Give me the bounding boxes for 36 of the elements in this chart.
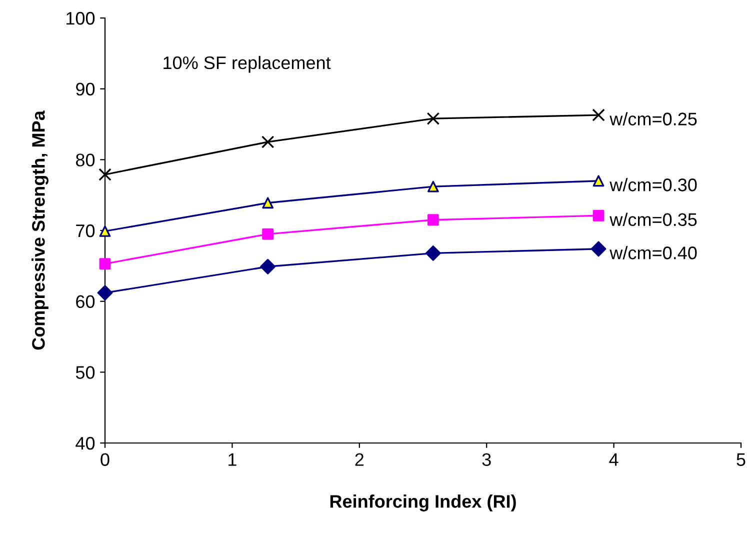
- y-tick-label: 70: [76, 224, 95, 238]
- annotation: 10% SF replacement: [164, 56, 331, 73]
- point: [261, 136, 274, 148]
- point: [260, 258, 276, 274]
- y-tick-label: 100: [66, 12, 95, 25]
- series-label: w/cm=0.40: [610, 246, 697, 260]
- point: [262, 197, 274, 209]
- point: [426, 112, 440, 125]
- point: [262, 228, 274, 240]
- point: [99, 258, 111, 270]
- y-tick-label: 60: [76, 295, 95, 308]
- point: [427, 214, 439, 226]
- x-tick-label: 0: [100, 453, 110, 466]
- y-tick-label: 90: [76, 82, 95, 96]
- y-tick-label: 40: [76, 436, 95, 450]
- x-tick-label: 5: [736, 453, 746, 466]
- y-axis-title: Compressive Strength, MPa: [32, 110, 48, 350]
- point: [97, 285, 113, 301]
- series-label: w/cm=0.35: [610, 212, 697, 226]
- point: [427, 180, 439, 192]
- point: [592, 175, 604, 187]
- x-tick-label: 2: [355, 453, 364, 466]
- point: [592, 210, 604, 222]
- x-axis-title: Reinforcing Index (RI): [330, 494, 516, 512]
- point: [592, 108, 605, 122]
- y-tick-label: 50: [76, 366, 95, 379]
- x-tick-label: 4: [609, 453, 618, 466]
- point: [425, 245, 441, 261]
- x-tick-label: 1: [228, 453, 236, 466]
- y-tick-label: 80: [76, 154, 95, 166]
- point: [98, 168, 112, 181]
- x-tick-label: 3: [482, 453, 491, 466]
- series-label: w/cm=0.30: [610, 178, 697, 192]
- point: [99, 226, 111, 237]
- series-label: w/cm=0.25: [610, 112, 697, 126]
- point: [590, 241, 606, 257]
